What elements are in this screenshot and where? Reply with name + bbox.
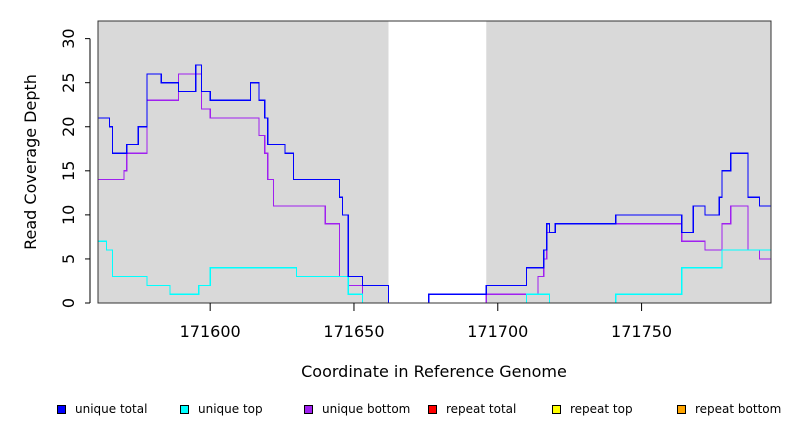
legend-item-unique-total: unique total (57, 400, 147, 418)
shaded-regions-layer (98, 21, 771, 303)
x-tick-label: 171750 (611, 322, 672, 341)
legend-swatch (677, 404, 686, 414)
legend-label: unique total (75, 402, 148, 416)
y-tick-label: 5 (59, 254, 78, 264)
y-tick-label: 20 (59, 117, 78, 137)
legend: unique total unique top unique bottom repea… (0, 400, 792, 420)
y-tick-label: 15 (59, 161, 78, 181)
legend-label: unique bottom (322, 402, 411, 416)
x-tick-label: 171650 (323, 322, 384, 341)
y-tick-label: 25 (59, 73, 78, 93)
legend-swatch (180, 404, 189, 414)
legend-item-unique-bottom: unique bottom (304, 400, 410, 418)
shaded-region-2 (486, 21, 771, 303)
plot-frame (97, 20, 772, 304)
x-tick-label: 171600 (180, 322, 241, 341)
legend-swatch (304, 404, 313, 414)
legend-swatch (428, 404, 437, 414)
y-tick-label: 0 (59, 298, 78, 308)
legend-swatch (57, 404, 66, 414)
legend-label: repeat bottom (695, 402, 782, 416)
series-line-unique-top (98, 240, 771, 304)
legend-label: unique top (198, 402, 263, 416)
series-line-unique-total (98, 64, 771, 304)
y-tick-label: 10 (59, 205, 78, 225)
y-axis: 0 5 10 15 20 25 30 (59, 28, 91, 308)
x-tick-label: 171700 (467, 322, 528, 341)
x-axis: 171600 171650 171700 171750 (180, 303, 672, 341)
legend-item-repeat-top: repeat top (552, 400, 633, 418)
legend-item-repeat-bottom: repeat bottom (677, 400, 781, 418)
coverage-chart: 0 5 10 15 20 25 30 171600 171650 171700 171750 Re… (21, 20, 772, 381)
x-axis-title: Coordinate in Reference Genome (301, 362, 567, 381)
y-tick-label: 30 (59, 28, 78, 48)
y-axis-title: Read Coverage Depth (21, 74, 40, 250)
legend-swatch (552, 404, 561, 414)
legend-label: repeat top (570, 402, 633, 416)
legend-item-unique-top: unique top (180, 400, 263, 418)
legend-label: repeat total (446, 402, 517, 416)
legend-item-repeat-total: repeat total (428, 400, 516, 418)
shaded-region-1 (98, 21, 389, 303)
